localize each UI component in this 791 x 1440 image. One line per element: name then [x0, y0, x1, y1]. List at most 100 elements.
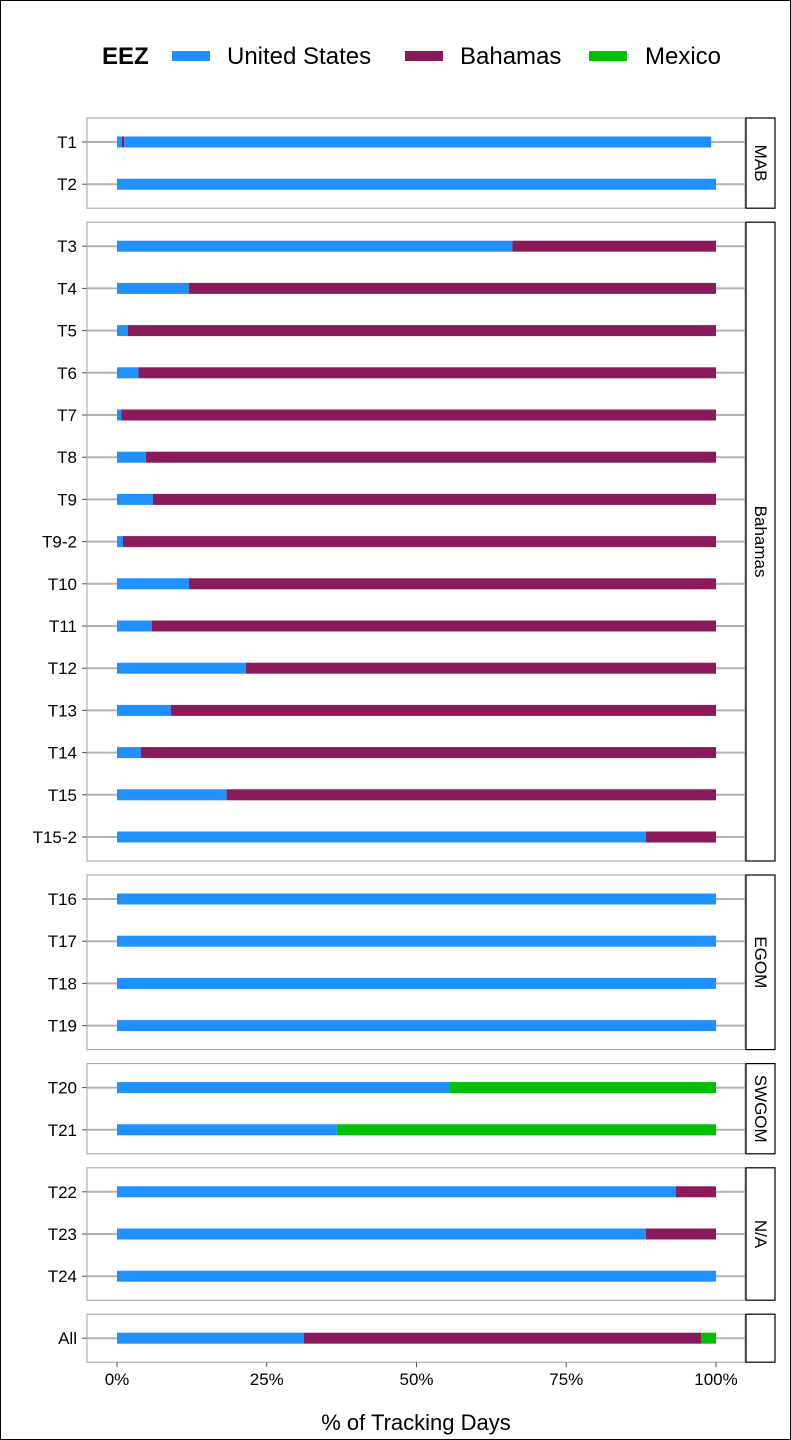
row-label: T23: [48, 1225, 77, 1244]
row-label: T12: [48, 659, 77, 678]
bar-segment-united-states: [117, 325, 128, 337]
strip-box: [745, 874, 776, 1051]
bar-segment-bahamas: [122, 536, 717, 548]
bar-segment-united-states: [117, 1082, 450, 1094]
row-label: T4: [57, 279, 77, 298]
row-label: T24: [48, 1267, 77, 1286]
row-label: T9: [57, 490, 77, 509]
bar-segment-mexico: [449, 1082, 716, 1094]
bar-row-t9: T9: [57, 490, 745, 509]
bar-segment-bahamas: [645, 1228, 716, 1240]
bar-row-t15-2: T15-2: [33, 828, 745, 847]
bar-segment-united-states: [117, 1332, 304, 1344]
row-label: T10: [48, 575, 77, 594]
panel-mab: MAB T1 T2: [57, 117, 776, 209]
row-label: T21: [48, 1121, 77, 1140]
bar-segment-bahamas: [245, 662, 716, 674]
bar-row-t6: T6: [57, 364, 745, 383]
strip-label: EGOM: [751, 936, 770, 988]
x-axis: 0% 25% 50% 75% 100%: [105, 1362, 738, 1389]
bar-segment-bahamas: [145, 451, 716, 463]
panel-all: All: [58, 1313, 776, 1363]
bar-row-t9-2: T9-2: [42, 533, 745, 552]
bar-segment-united-states: [117, 1186, 676, 1198]
bar-row-t16: T16: [48, 890, 745, 909]
strip-label: N/A: [751, 1220, 770, 1249]
bar-row-t1: T1: [57, 133, 745, 152]
legend: EEZ United States Bahamas Mexico: [102, 43, 721, 70]
bar-segment-united-states: [117, 747, 141, 759]
bar-segment-united-states: [117, 935, 716, 947]
bar-segment-united-states: [117, 893, 716, 905]
row-label: T17: [48, 932, 77, 951]
bar-segment-united-states: [117, 662, 246, 674]
bar-segment-bahamas: [138, 367, 717, 379]
bar-row-t20: T20: [48, 1079, 745, 1098]
panel-swgom: SWGOM T20 T21: [48, 1062, 776, 1155]
row-label: T7: [57, 406, 77, 425]
strip-box: [745, 1062, 776, 1155]
legend-key-mexico: [589, 51, 627, 61]
legend-label-mexico: Mexico: [645, 43, 721, 70]
bar-segment-bahamas: [226, 789, 716, 801]
bar-segment-united-states: [117, 1228, 646, 1240]
x-axis-title: % of Tracking Days: [321, 1410, 511, 1435]
legend-label-united-states: United States: [227, 43, 371, 70]
strip-label: SWGOM: [751, 1075, 770, 1143]
bar-row-t18: T18: [48, 974, 745, 993]
bar-row-t22: T22: [48, 1183, 745, 1202]
bar-segment-bahamas: [151, 620, 716, 632]
bar-row-t14: T14: [48, 744, 745, 763]
bar-row-t4: T4: [57, 279, 745, 298]
row-label: T9-2: [42, 533, 77, 552]
row-label: T18: [48, 974, 77, 993]
bar-segment-bahamas: [675, 1186, 716, 1198]
bar-row-all: All: [58, 1329, 745, 1348]
bar-segment-united-states: [117, 282, 189, 294]
facet-panels: MAB T1 T2 Bahamas T3 T4 T5 T6 T7 T8 T9 T9-2 T10 T11 T1…: [33, 117, 776, 1363]
bar-segment-united-states: [117, 536, 123, 548]
bar-segment-united-states: [117, 578, 189, 590]
bar-row-t5: T5: [57, 322, 745, 341]
panel-border: [86, 117, 746, 209]
x-tick-label: 100%: [694, 1370, 737, 1389]
panel-n-a: N/A T22 T23 T24: [48, 1167, 776, 1301]
bar-segment-united-states: [117, 1270, 716, 1282]
row-label: T2: [57, 175, 77, 194]
row-label: T3: [57, 237, 77, 256]
bar-row-t7: T7: [57, 406, 745, 425]
bar-row-t12: T12: [48, 659, 745, 678]
row-label: T19: [48, 1017, 77, 1036]
row-label: T8: [57, 448, 77, 467]
bar-segment-bahamas: [140, 747, 716, 759]
bar-segment-united-states: [124, 136, 712, 148]
strip-box: [745, 1167, 776, 1301]
legend-title: EEZ: [102, 43, 149, 70]
bar-segment-united-states: [117, 240, 513, 252]
row-label: T14: [48, 744, 77, 763]
bar-row-t2: T2: [57, 175, 745, 194]
strip-box: [745, 117, 776, 209]
bar-segment-united-states: [117, 178, 716, 190]
bar-row-t3: T3: [57, 237, 745, 256]
bar-segment-bahamas: [121, 409, 717, 421]
strip-box: [745, 1313, 776, 1363]
bar-row-t15: T15: [48, 786, 745, 805]
row-label: T6: [57, 364, 77, 383]
x-tick-label: 0%: [105, 1370, 130, 1389]
bar-segment-united-states: [117, 620, 152, 632]
bar-segment-united-states: [117, 1124, 337, 1136]
bar-row-t19: T19: [48, 1017, 745, 1036]
row-label: T11: [49, 617, 77, 636]
strip-label: MAB: [751, 145, 770, 182]
panel-egom: EGOM T16 T17 T18 T19: [48, 874, 776, 1051]
bar-segment-bahamas: [152, 493, 716, 505]
bar-segment-united-states: [117, 451, 146, 463]
strip-label: Bahamas: [751, 506, 770, 578]
bar-segment-bahamas: [188, 282, 716, 294]
bar-segment-bahamas: [170, 704, 716, 716]
strip-box: [745, 221, 776, 862]
row-label: T5: [57, 322, 77, 341]
bar-segment-united-states: [117, 409, 122, 421]
